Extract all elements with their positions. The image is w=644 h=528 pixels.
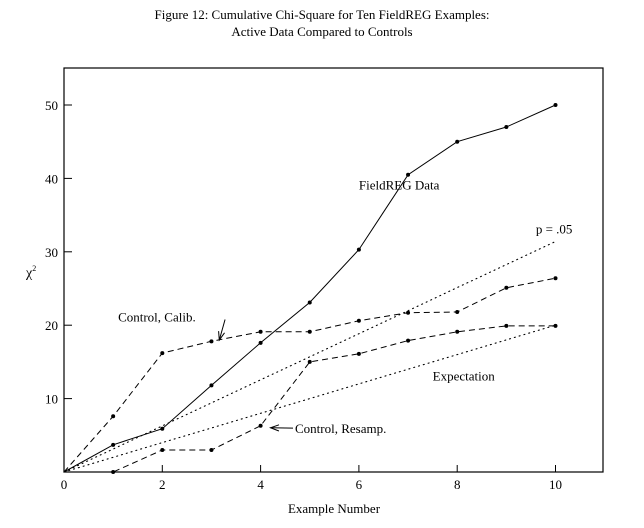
data-point bbox=[258, 340, 263, 345]
x-tick-label: 2 bbox=[159, 477, 166, 492]
series-line bbox=[64, 325, 556, 473]
data-point bbox=[160, 447, 165, 452]
arrowhead-icon bbox=[218, 331, 225, 342]
x-tick-label: 0 bbox=[61, 477, 68, 492]
data-point bbox=[111, 442, 116, 447]
x-tick-label: 6 bbox=[356, 477, 363, 492]
data-point bbox=[160, 426, 165, 431]
data-point bbox=[504, 125, 509, 130]
annotations: FieldREG Data p = .05 Control, Calib. Expec… bbox=[118, 177, 572, 436]
x-tick-label: 4 bbox=[257, 477, 264, 492]
series-line bbox=[63, 324, 557, 473]
data-point bbox=[356, 247, 361, 252]
annotation-label: Expectation bbox=[433, 368, 496, 383]
axes: 0 2 4 6 8 10 10 20 30 40 50 Example Number χ2 bbox=[25, 98, 562, 516]
data-point bbox=[111, 470, 116, 474]
data-point bbox=[406, 338, 411, 343]
data-point bbox=[160, 351, 165, 356]
data-point bbox=[455, 139, 460, 144]
data-point bbox=[406, 172, 411, 177]
data-point bbox=[307, 300, 312, 305]
annotation-label: Control, Resamp. bbox=[295, 421, 386, 436]
annotation-label: FieldREG Data bbox=[359, 177, 440, 192]
plot-frame bbox=[63, 67, 604, 473]
data-point bbox=[258, 423, 263, 428]
data-point bbox=[258, 329, 263, 334]
data-point bbox=[356, 351, 361, 356]
y-tick-label: 10 bbox=[45, 392, 58, 407]
data-point bbox=[455, 329, 460, 334]
data-point bbox=[356, 318, 361, 323]
y-tick-label: 30 bbox=[45, 245, 58, 260]
y-tick-label: 40 bbox=[45, 171, 58, 186]
annotation-arrow bbox=[218, 319, 226, 341]
x-tick-label: 10 bbox=[549, 477, 562, 492]
data-point bbox=[209, 383, 214, 388]
data-point bbox=[307, 359, 312, 364]
x-tick-label: 8 bbox=[454, 477, 461, 492]
y-tick-label: 50 bbox=[45, 98, 58, 113]
annotation-label: Control, Calib. bbox=[118, 310, 196, 325]
data-point bbox=[307, 329, 312, 334]
y-tick-label: 20 bbox=[45, 318, 58, 333]
data-point bbox=[504, 285, 509, 290]
data-point bbox=[553, 103, 558, 107]
chart-title-line-2: Active Data Compared to Controls bbox=[231, 24, 413, 39]
y-axis-label: χ2 bbox=[25, 264, 36, 281]
data-point bbox=[553, 323, 558, 328]
x-axis-label: Example Number bbox=[288, 501, 381, 516]
data-point bbox=[111, 414, 116, 419]
data-point bbox=[209, 447, 214, 452]
data-point bbox=[553, 276, 558, 281]
series-line bbox=[63, 240, 557, 473]
data-point bbox=[455, 309, 460, 314]
data-series bbox=[63, 103, 558, 474]
arrowhead-icon bbox=[269, 424, 280, 432]
data-point bbox=[406, 310, 411, 315]
data-point bbox=[209, 339, 214, 344]
annotation-label: p = .05 bbox=[536, 221, 573, 236]
series-line bbox=[63, 104, 556, 473]
chart-title-line-1: Figure 12: Cumulative Chi-Square for Ten… bbox=[154, 7, 490, 22]
data-point bbox=[504, 323, 509, 328]
